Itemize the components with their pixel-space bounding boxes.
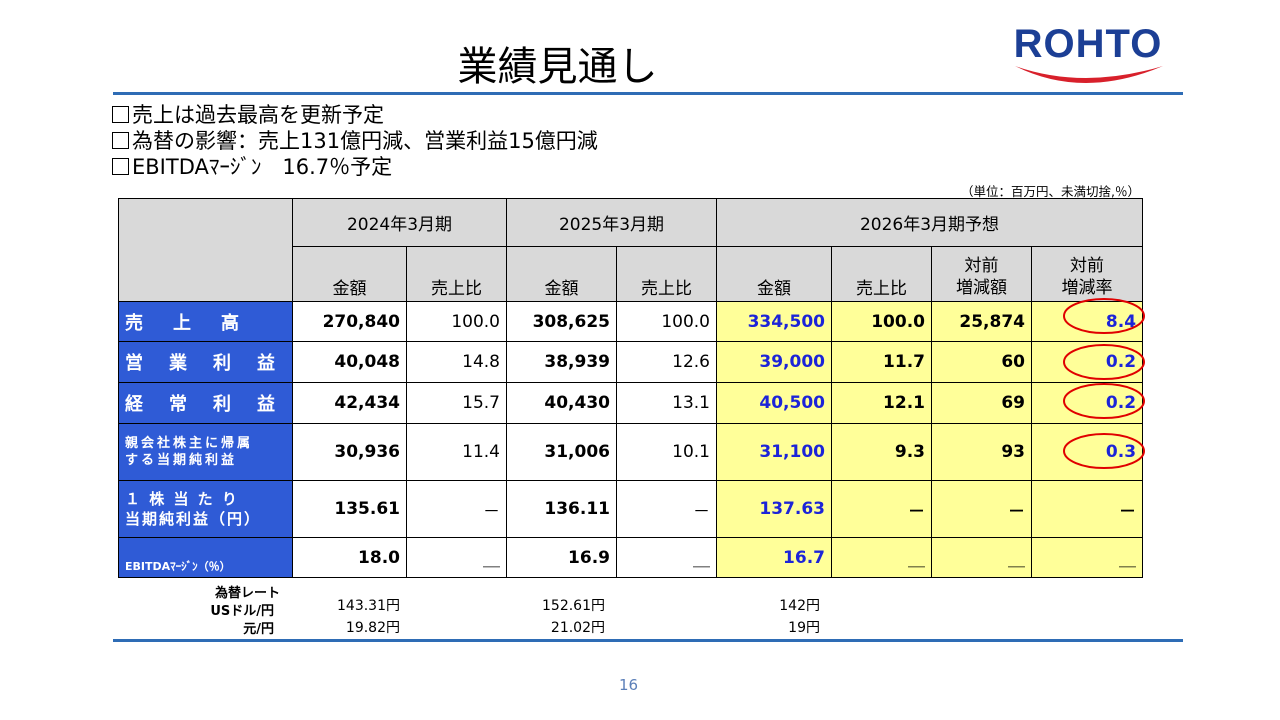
- fx-usd-fy2024: 143.31円: [337, 598, 400, 614]
- cell-value: 16.7: [716, 537, 832, 578]
- table-corner: [118, 198, 293, 302]
- subheader-amount: 金額: [716, 246, 832, 302]
- row-label-eps: １ 株 当 た り当期純利益（円）: [118, 480, 293, 538]
- table-row: 売 上 高 270,840 100.0 308,625 100.0 334,50…: [118, 301, 1144, 342]
- table-row: １ 株 当 た り当期純利益（円） 135.61 － 136.11 － 137.…: [118, 480, 1144, 538]
- page-number: 16: [618, 676, 639, 694]
- fx-cny-fy2024: 19.82円: [345, 620, 400, 636]
- cell-value: 40,430: [506, 382, 617, 424]
- cell-value: 9.3: [831, 423, 932, 481]
- checkbox-square-icon: [112, 158, 129, 175]
- unit-note: （単位：百万円、未満切捨,％）: [961, 184, 1140, 199]
- highlight-oval: [1063, 298, 1145, 334]
- fx-label-cny: 元/円: [243, 622, 274, 637]
- fx-label-rate: 為替レート: [214, 586, 280, 601]
- fx-usd-fy2026: 142円: [779, 598, 820, 614]
- cell-value: 12.1: [831, 382, 932, 424]
- cell-value: ＿: [931, 537, 1032, 578]
- table-row: 営 業 利 益 40,048 14.8 38,939 12.6 39,000 1…: [118, 341, 1144, 383]
- subheader-amount: 金額: [292, 246, 407, 302]
- forecast-table: 2024年3月期 2025年3月期 2026年3月期予想 金額 売上比 金額 売…: [118, 198, 1144, 578]
- row-label-net-income: 親会社株主に帰属 する当期純利益: [118, 423, 293, 481]
- cell-value: －: [1030, 480, 1144, 538]
- fx-cny-fy2025: 21.02円: [550, 620, 605, 636]
- cell-value: 69: [931, 382, 1032, 424]
- cell-value: 14.8: [406, 341, 507, 383]
- cell-value: 100.0: [831, 301, 932, 342]
- cell-value: －: [931, 480, 1032, 538]
- cell-value: ＿: [831, 537, 932, 578]
- logo-swoosh-icon: [1015, 66, 1163, 83]
- cell-value: 60: [931, 341, 1032, 383]
- cell-value: 40,500: [716, 382, 832, 424]
- highlight-oval: [1063, 433, 1145, 469]
- cell-value: －: [406, 480, 507, 538]
- cell-value: 15.7: [406, 382, 507, 424]
- bullet-item: EBITDAﾏｰｼﾞﾝ 16.7％予定: [112, 154, 598, 180]
- cell-value: 18.0: [292, 537, 407, 578]
- bullet-list: 売上は過去最高を更新予定 為替の影響：売上131億円減、営業利益15億円減 EB…: [112, 102, 598, 180]
- cell-value: 8.4: [1030, 301, 1144, 342]
- cell-value: 100.0: [616, 301, 717, 342]
- cell-value: －: [616, 480, 717, 538]
- fx-label-usd: USドル/円: [210, 604, 274, 619]
- subheader-amount: 金額: [506, 246, 617, 302]
- table-row: 経 常 利 益 42,434 15.7 40,430 13.1 40,500 1…: [118, 382, 1144, 424]
- table-row: 親会社株主に帰属 する当期純利益 30,936 11.4 31,006 10.1 …: [118, 423, 1144, 481]
- checkbox-square-icon: [112, 132, 129, 149]
- header-fy2024: 2024年3月期: [292, 198, 507, 247]
- bullet-item: 為替の影響：売上131億円減、営業利益15億円減: [112, 128, 598, 154]
- cell-value: －: [831, 480, 932, 538]
- cell-value: ＿: [406, 537, 507, 578]
- company-logo: ROHTO: [1003, 22, 1173, 92]
- cell-value: ＿: [1030, 537, 1144, 578]
- cell-value: 13.1: [616, 382, 717, 424]
- cell-value: 25,874: [931, 301, 1032, 342]
- cell-value: 16.9: [506, 537, 617, 578]
- fx-usd-fy2025: 152.61円: [542, 598, 605, 614]
- cell-value: 12.6: [616, 341, 717, 383]
- cell-value: 11.4: [406, 423, 507, 481]
- highlight-oval: [1063, 383, 1145, 419]
- row-label-operating-profit: 営 業 利 益: [118, 341, 293, 383]
- row-label-net-sales: 売 上 高: [118, 301, 293, 342]
- page-title: 業績見通し: [457, 44, 658, 90]
- cell-value: 42,434: [292, 382, 407, 424]
- cell-value: 10.1: [616, 423, 717, 481]
- cell-value: 39,000: [716, 341, 832, 383]
- subheader-ratio: 売上比: [406, 246, 507, 302]
- cell-value: 0.3: [1030, 423, 1144, 481]
- checkbox-square-icon: [112, 106, 129, 123]
- cell-value: 93: [931, 423, 1032, 481]
- subheader-ratio: 売上比: [831, 246, 932, 302]
- highlight-oval: [1063, 344, 1145, 380]
- header-fy2025: 2025年3月期: [506, 198, 717, 247]
- cell-value: 38,939: [506, 341, 617, 383]
- cell-value: 135.61: [292, 480, 407, 538]
- cell-value: 137.63: [716, 480, 832, 538]
- table-row: EBITDAﾏｰｼﾞﾝ（％） 18.0 ＿ 16.9 ＿ 16.7 ＿ ＿ ＿: [118, 537, 1144, 578]
- subheader-yoy-amount: 対前 増減額: [931, 246, 1032, 302]
- bottom-rule: [113, 639, 1183, 642]
- top-rule: [113, 92, 1183, 95]
- cell-value: 334,500: [716, 301, 832, 342]
- cell-value: 30,936: [292, 423, 407, 481]
- fx-cny-fy2026: 19円: [788, 620, 820, 636]
- cell-value: 40,048: [292, 341, 407, 383]
- cell-value: 31,100: [716, 423, 832, 481]
- subheader-yoy-rate: 対前 増減率: [1030, 246, 1144, 302]
- cell-value: 100.0: [406, 301, 507, 342]
- bullet-item: 売上は過去最高を更新予定: [112, 102, 598, 128]
- logo-text: ROHTO: [1013, 22, 1163, 66]
- subheader-ratio: 売上比: [616, 246, 717, 302]
